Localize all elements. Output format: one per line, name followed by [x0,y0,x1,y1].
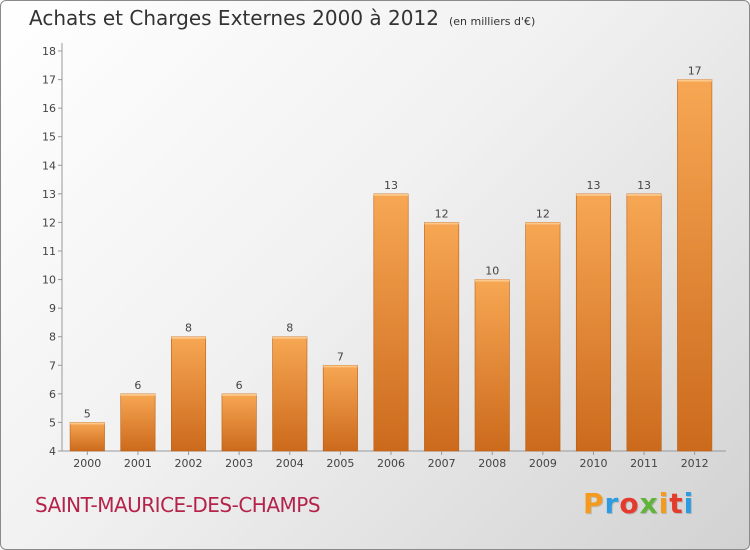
bar [575,193,611,452]
bar [474,279,510,452]
bar [626,193,662,452]
logo-letter: o [619,487,640,520]
x-tick-label: 2011 [630,457,658,470]
bar-top-highlight [272,336,307,339]
y-tick-label: 5 [49,416,56,429]
y-tick-label: 12 [42,216,56,229]
bar-top-highlight [677,79,712,82]
bar-top-highlight [70,422,105,425]
bar [272,336,308,452]
x-tick-label: 2007 [428,457,456,470]
bar-value-label: 10 [485,265,499,278]
bar-value-label: 8 [185,322,192,335]
x-tick-label: 2005 [326,457,354,470]
bar-top-highlight [373,193,409,196]
y-tick-label: 11 [42,245,56,258]
bar [221,393,257,452]
bar [322,364,358,452]
y-tick-label: 4 [49,445,56,458]
bar-top-highlight [576,193,611,196]
y-tick-label: 13 [42,188,56,201]
bar [424,222,460,452]
bar-value-label: 6 [134,379,141,392]
x-tick-label: 2001 [124,457,152,470]
bar [69,422,105,452]
bar [171,336,207,452]
bar-top-highlight [475,279,510,282]
bar-top-highlight [626,193,662,196]
bar [373,193,409,452]
bar-value-label: 13 [637,179,651,192]
y-tick-label: 8 [49,331,56,344]
x-tick-label: 2002 [175,457,203,470]
y-tick-label: 7 [49,359,56,372]
x-tick-label: 2009 [529,457,557,470]
bar-value-label: 8 [286,322,293,335]
bar [525,222,561,452]
bar-value-label: 13 [586,179,600,192]
y-tick-label: 9 [49,302,56,315]
logo-letter: x [639,487,659,520]
proxiti-logo: Proxiti [583,487,694,520]
x-tick-label: 2003 [225,457,253,470]
y-tick-label: 17 [42,74,56,87]
bar-value-label: 5 [84,407,91,420]
chart-title: Achats et Charges Externes 2000 à 2012 (e… [29,6,535,30]
bar-top-highlight [323,365,358,368]
bar [677,79,713,452]
bar-value-label: 12 [536,207,550,220]
city-name: SAINT-MAURICE-DES-CHAMPS [35,493,321,517]
logo-letter: P [583,487,605,520]
y-tick-label: 6 [49,388,56,401]
x-tick-label: 2006 [377,457,405,470]
logo-letter: i [658,487,670,520]
y-tick-label: 10 [42,274,56,287]
bar [120,393,156,452]
bar-value-label: 6 [236,379,243,392]
y-tick-label: 14 [42,159,56,172]
plot-area: 4 5 6 7 8 9 10 11 12 13 14 15 16 17 18 5 2000 6 2001 8 2002 6… [42,43,726,470]
y-tick-label: 18 [42,45,56,58]
chart-title-text: Achats et Charges Externes 2000 à 2012 [29,6,439,30]
logo-letter: r [604,487,620,520]
x-tick-label: 2000 [73,457,101,470]
x-tick-label: 2004 [276,457,304,470]
y-tick-label: 16 [42,102,56,115]
logo-letter: i [683,487,695,520]
x-tick-label: 2012 [681,457,709,470]
bar-value-label: 17 [688,65,702,78]
x-tick-label: 2010 [579,457,607,470]
bar-top-highlight [120,393,156,396]
chart-subtitle: (en milliers d'€) [448,15,536,28]
bar-top-highlight [525,222,561,225]
bar-value-label: 12 [435,207,449,220]
y-tick-label: 15 [42,131,56,144]
bar-value-label: 7 [337,350,344,363]
bar-top-highlight [171,336,206,339]
x-tick-label: 2008 [478,457,506,470]
bar-value-label: 13 [384,179,398,192]
logo-letter: t [669,487,684,520]
bar-top-highlight [221,393,257,396]
bar-top-highlight [424,222,459,225]
